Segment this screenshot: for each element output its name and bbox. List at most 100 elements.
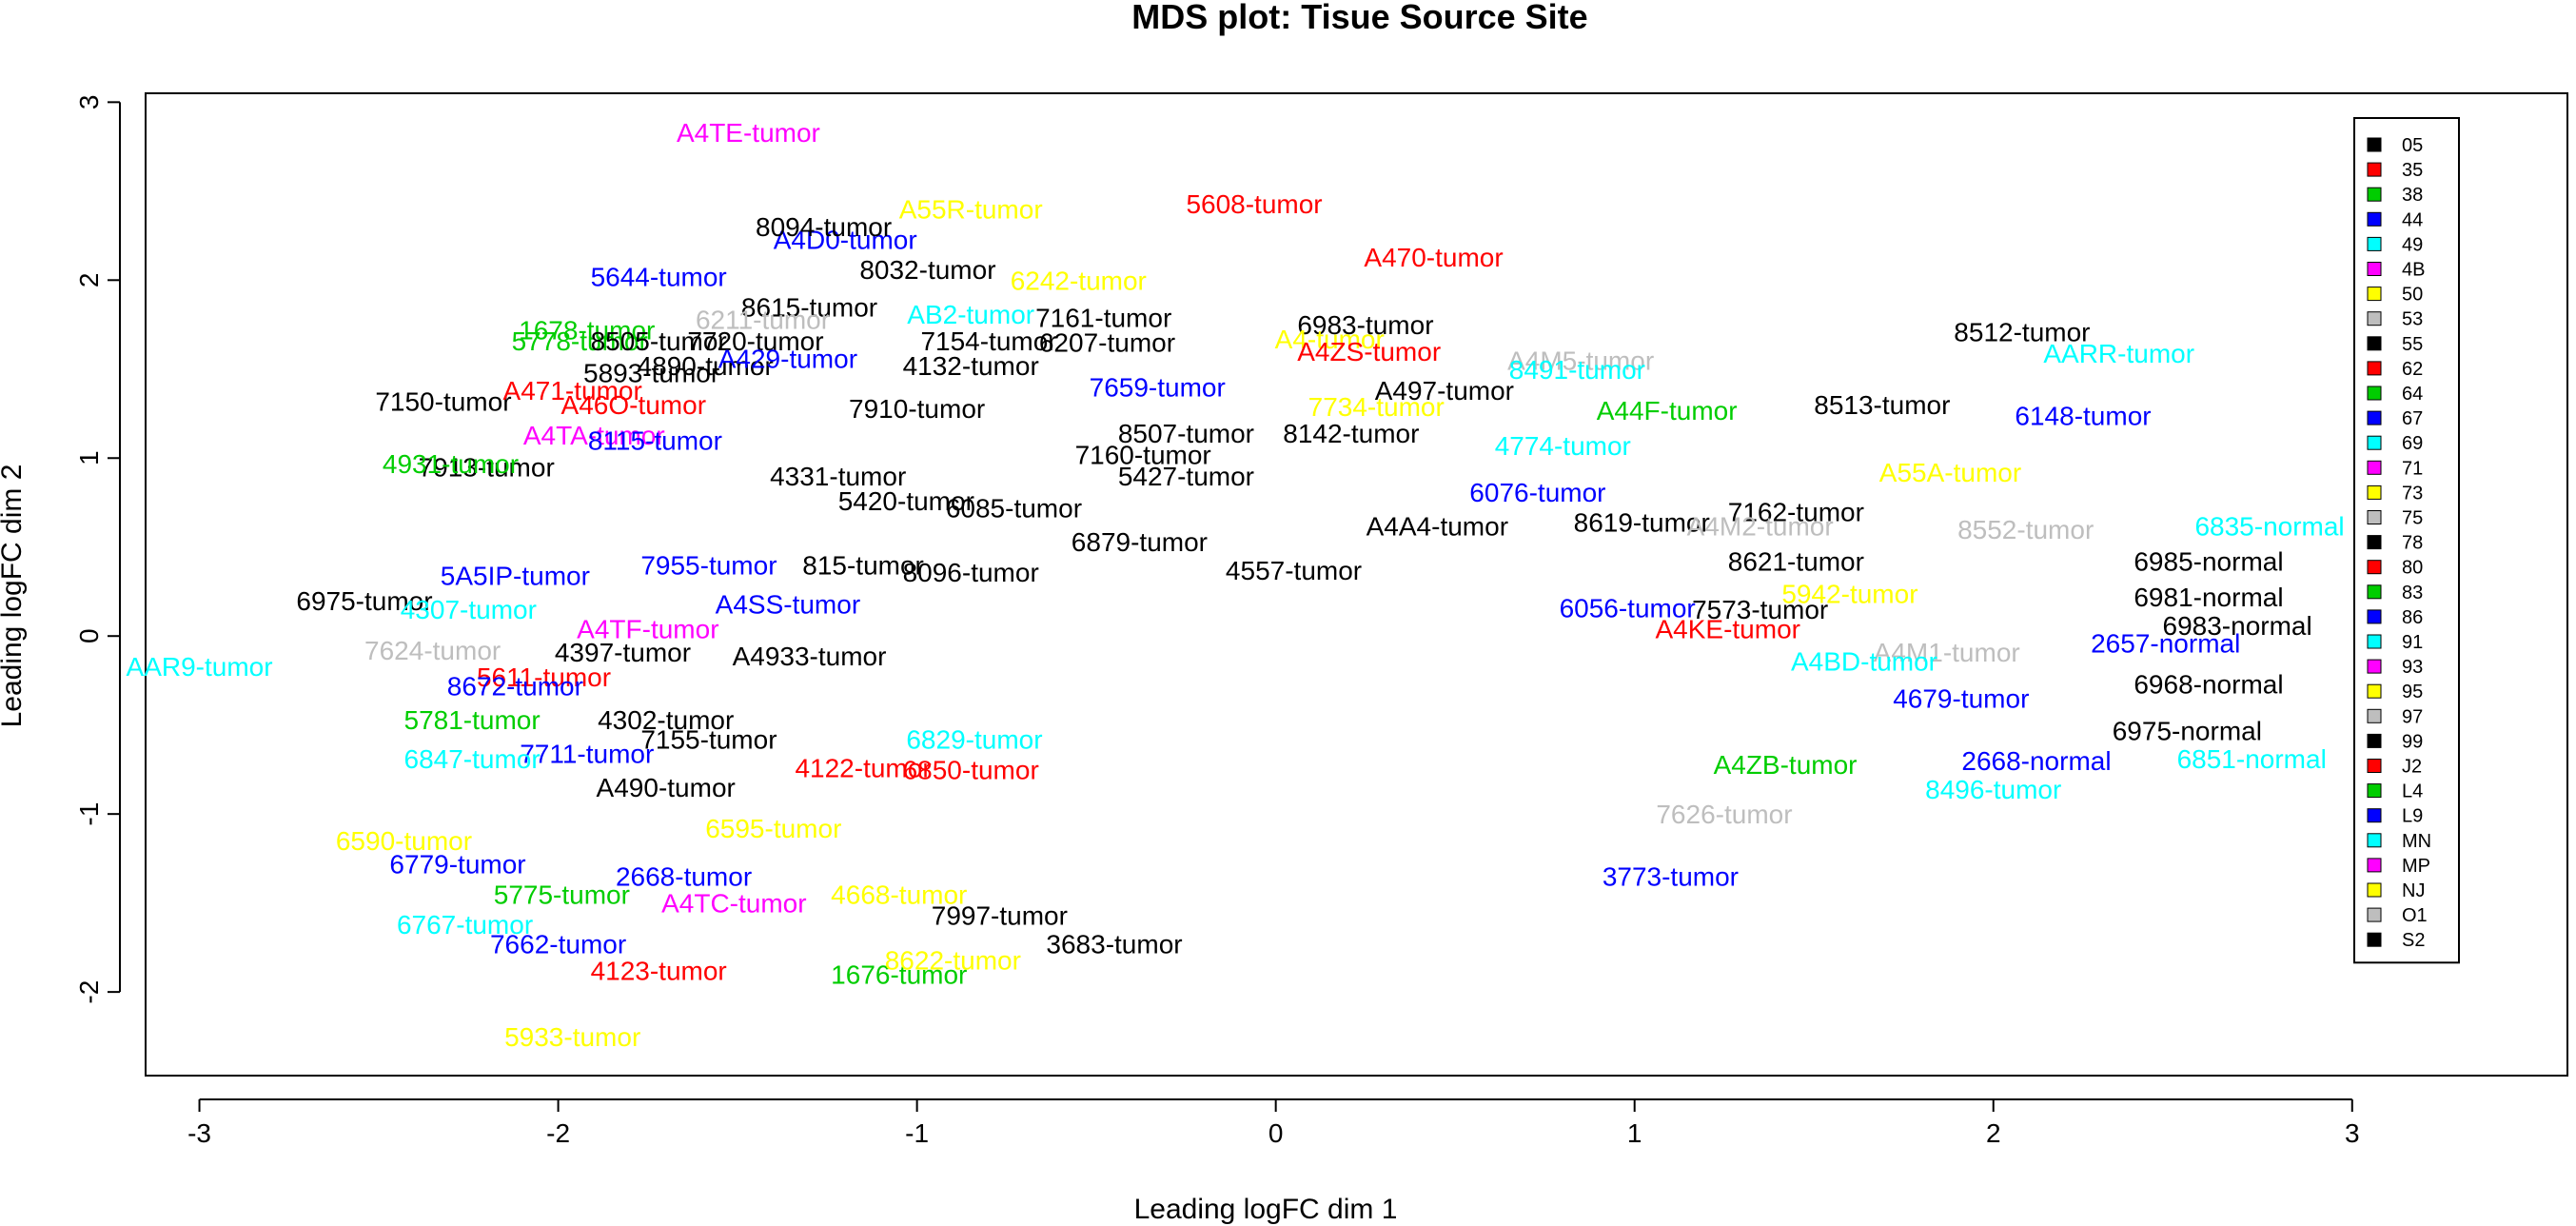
legend-entry-label: 75 [2402,508,2423,529]
point-label: 6076-tumor [1469,478,1605,507]
point-label: A44F-tumor [1597,396,1738,425]
point-label: 6985-normal [2134,547,2283,577]
legend-entry-label: 62 [2402,359,2423,380]
point-label: 7662-tumor [490,930,626,959]
point-label: 8513-tumor [1814,390,1950,420]
point-label: 7659-tumor [1090,372,1226,402]
legend-entry-label: 83 [2402,583,2423,603]
x-tick-label: -2 [546,1118,570,1148]
point-label: 6975-normal [2113,716,2262,745]
point-label: 7626-tumor [1656,800,1792,829]
legend-swatch [2367,882,2382,898]
point-label: 6148-tumor [2015,401,2151,430]
legend-entry-label: 71 [2402,458,2423,479]
point-label: A4D0-tumor [774,225,917,254]
legend-entry-label: 53 [2402,309,2423,330]
point-label: 3683-tumor [1046,930,1182,959]
legend-entry-label: 38 [2402,185,2423,206]
point-label: 3773-tumor [1603,862,1739,892]
legend-entry-label: 86 [2402,607,2423,628]
y-tick-label: 1 [74,450,104,465]
legend-swatch [2367,435,2382,450]
legend-swatch [2367,609,2382,624]
legend-swatch [2367,336,2382,351]
point-label: A4KE-tumor [1655,615,1800,644]
point-label: 5781-tumor [404,705,541,735]
legend-swatch [2367,410,2382,425]
point-label: 7711-tumor [520,740,654,769]
point-label: 5427-tumor [1118,462,1254,491]
point-label: A4TC-tumor [661,889,806,919]
point-label: 7150-tumor [375,386,511,416]
point-label: 4123-tumor [591,957,727,986]
point-label: A4M2-tumor [1687,511,1834,541]
point-label: 2657-normal [2091,629,2240,659]
point-label: 6590-tumor [336,826,472,856]
point-label: A490-tumor [597,773,736,802]
point-label: 6847-tumor [404,744,541,774]
y-tick-label: 2 [74,273,104,288]
point-label: A46O-tumor [561,390,707,420]
legend-entry-label: 49 [2402,234,2423,255]
legend-entry-label: 78 [2402,533,2423,554]
point-label: 8142-tumor [1283,419,1419,448]
y-tick-label: 0 [74,628,104,643]
point-label: 4132-tumor [903,351,1039,381]
point-label: 6983-normal [2163,611,2312,641]
legend-entry-label: O1 [2402,905,2428,926]
y-axis-label: Leading logFC dim 2 [0,465,28,728]
point-label: 5644-tumor [591,263,727,292]
legend-swatch [2367,510,2382,524]
point-label: 7997-tumor [932,901,1068,931]
point-label: AARR-tumor [2043,339,2194,368]
legend-swatch [2367,535,2382,550]
legend-entry-label: 50 [2402,285,2423,306]
point-label: 8505-tumor [591,326,727,356]
point-label: 7160-tumor [1075,441,1211,470]
point-label: 5A5IP-tumor [441,562,590,591]
point-label: 4397-tumor [555,638,691,667]
x-axis-label: Leading logFC dim 1 [1134,1194,1398,1225]
point-label: 6595-tumor [705,814,841,843]
legend-swatch [2367,584,2382,600]
point-label: 7910-tumor [849,394,985,424]
legend-entry-label: MP [2402,856,2430,877]
x-tick-label: 1 [1627,1118,1642,1148]
legend-entry-label: 97 [2402,706,2423,727]
point-label: 2668-normal [1961,746,2111,776]
point-label: 8096-tumor [903,558,1039,587]
point-label: 8032-tumor [859,255,995,285]
point-label: 6851-normal [2177,744,2327,774]
point-label: AAR9-tumor [127,652,273,682]
point-label: 8621-tumor [1728,547,1864,577]
point-label: 8115-tumor [588,426,722,456]
legend-swatch [2367,808,2382,823]
y-tick-label: -1 [74,802,104,826]
point-label: 8622-tumor [885,945,1021,975]
point-label: A4TF-tumor [577,615,718,644]
point-label: 6975-tumor [296,586,432,616]
legend-swatch [2367,783,2382,799]
legend-entry-label: L4 [2402,781,2423,802]
point-label: 7913-tumor [419,453,555,483]
legend-entry-label: 93 [2402,657,2423,678]
point-label: 6779-tumor [389,850,525,880]
point-label: 8094-tumor [756,212,892,242]
legend-entry-label: S2 [2402,930,2425,951]
point-label: 6981-normal [2134,583,2283,612]
point-label: 4890-tumor [638,351,774,381]
point-label: A4TE-tumor [677,118,820,148]
legend-swatch [2367,683,2382,699]
point-label: 6242-tumor [1011,266,1147,295]
point-label: 4931-tumor [383,449,519,479]
legend-entry-label: 55 [2402,334,2423,355]
point-label: 8615-tumor [741,292,877,322]
legend-swatch [2367,287,2382,302]
legend-entry-label: 73 [2402,483,2423,504]
point-label: 6085-tumor [946,494,1082,524]
point-label: 4774-tumor [1495,431,1631,461]
point-label: A4BD-tumor [1791,646,1937,676]
point-label: 6767-tumor [397,910,533,939]
legend-entry-label: MN [2402,831,2431,852]
